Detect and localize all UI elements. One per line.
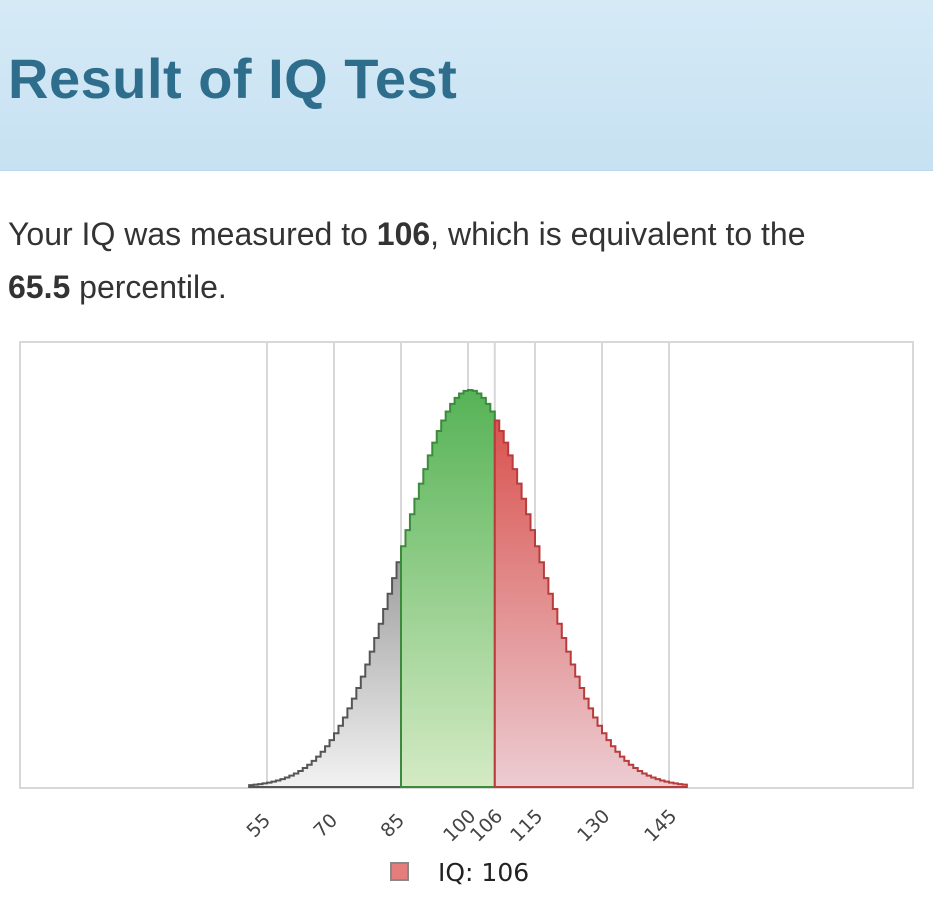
above-score-area	[493, 419, 688, 788]
x-tick-label: 55	[242, 809, 275, 842]
x-tick-label: 85	[376, 809, 409, 842]
x-tick-label: 106	[466, 805, 507, 846]
x-tick-label: 130	[573, 805, 614, 846]
iq-value: 106	[376, 216, 431, 252]
result-text: Your IQ was measured to 106, which is eq…	[8, 208, 928, 314]
x-tick-label: 70	[309, 809, 342, 842]
percentile-value: 65.5	[8, 269, 71, 305]
legend-label: IQ: 106	[438, 858, 529, 887]
legend: IQ: 106	[390, 858, 529, 887]
x-tick-label: 145	[640, 805, 681, 846]
page-header: Result of IQ Test	[0, 0, 933, 171]
x-tick-label: 115	[506, 805, 547, 846]
page-title: Result of IQ Test	[8, 47, 458, 110]
result-prefix: Your IQ was measured to	[8, 216, 377, 252]
legend-swatch	[390, 862, 409, 881]
result-suffix: percentile.	[70, 269, 227, 305]
result-middle: , which is equivalent to the	[430, 216, 806, 252]
range-area	[400, 389, 496, 788]
below-range-area	[248, 546, 402, 788]
